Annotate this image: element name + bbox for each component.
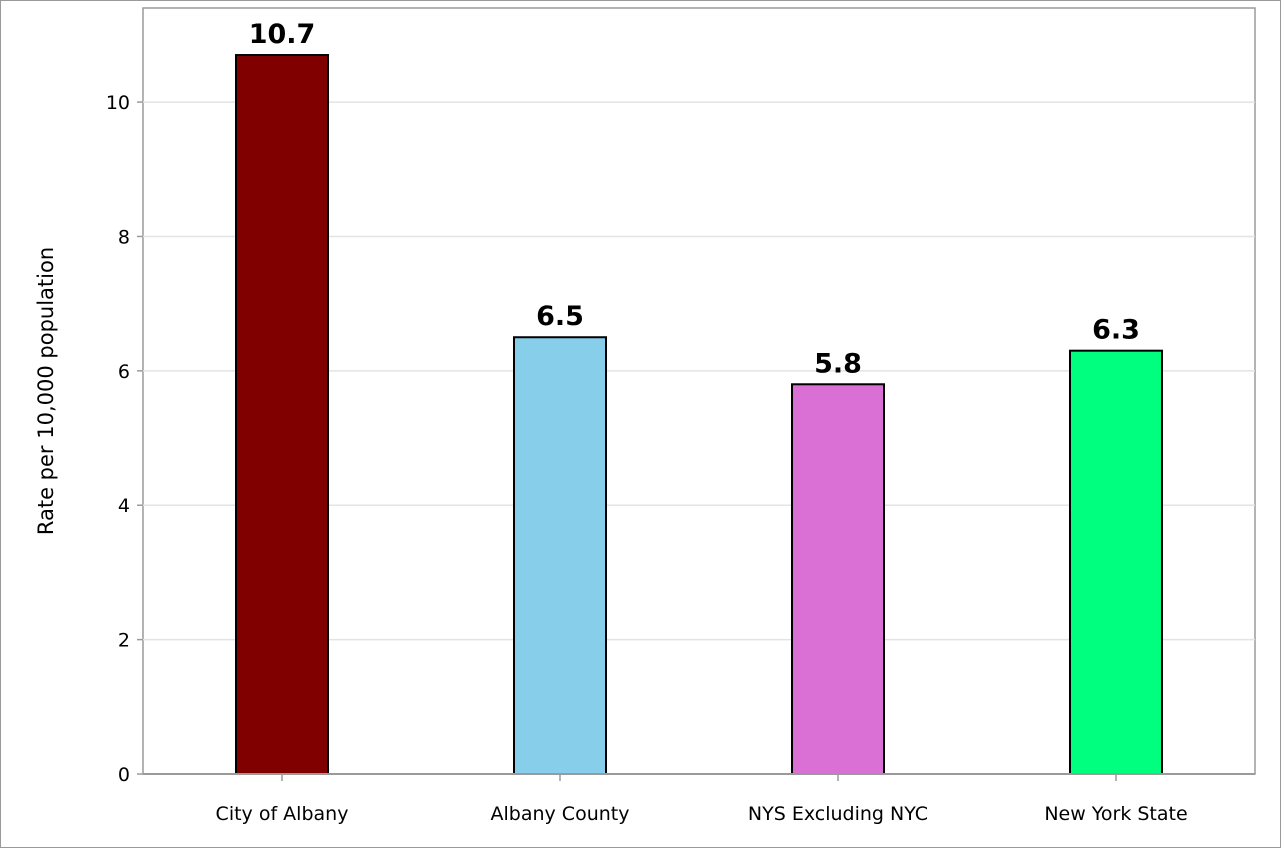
y-tick-label: 2 [118,630,130,652]
x-tick-label: New York State [1044,803,1187,825]
y-tick-label: 6 [118,361,130,383]
x-tick-label: Albany County [491,803,630,825]
bar [1069,349,1163,775]
data-label: 10.7 [249,19,316,50]
y-axis-title: Rate per 10,000 population [34,247,58,535]
bar [513,336,607,775]
axes: 0 2 4 6 8 10 City of Albany Albany County NYS Ex… [106,92,1255,825]
bars: 10.7 6.5 5.8 6.3 [235,19,1163,775]
y-tick-label: 4 [118,495,130,517]
data-label: 6.3 [1092,315,1140,346]
data-label: 6.5 [536,301,584,332]
x-tick-label: NYS Excluding NYC [748,803,928,825]
bar [235,54,329,775]
x-tick-label: City of Albany [216,803,349,825]
bar [791,383,885,775]
y-tick-label: 0 [118,764,130,786]
data-label: 5.8 [814,348,862,379]
y-tick-label: 8 [118,226,130,248]
y-tick-label: 10 [106,92,130,114]
